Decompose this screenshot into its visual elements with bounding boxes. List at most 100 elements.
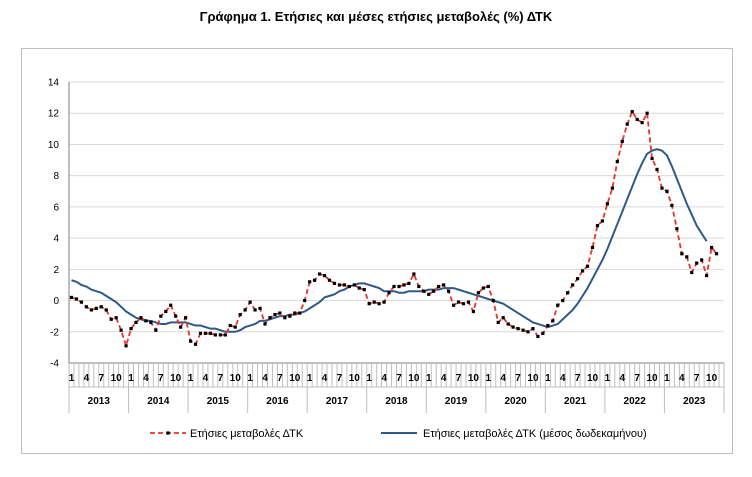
data-point-annual [610, 186, 614, 190]
data-point-annual [387, 291, 391, 295]
x-tick-label: 4 [619, 373, 625, 384]
chart-title: Γράφημα 1. Ετήσιες και μέσες ετήσιες μετ… [199, 9, 553, 24]
data-point-annual [298, 311, 302, 315]
data-point-annual [585, 264, 590, 268]
data-point-annual [670, 203, 674, 207]
year-label: 2013 [88, 396, 111, 407]
year-label: 2017 [326, 396, 349, 407]
data-point-annual [124, 344, 128, 348]
data-point-annual [397, 284, 401, 289]
data-point-annual [347, 284, 351, 289]
y-tick-label: -4 [50, 359, 59, 370]
data-point-annual [69, 295, 74, 300]
data-point-annual [407, 281, 411, 285]
x-tick-label: 4 [679, 373, 685, 384]
data-point-annual [526, 330, 530, 334]
x-tick-label: 4 [441, 373, 447, 384]
data-point-annual [377, 302, 381, 306]
x-tick-label: 4 [381, 373, 387, 384]
data-point-annual [233, 325, 237, 329]
year-label: 2020 [504, 396, 527, 407]
data-point-annual [99, 305, 103, 309]
data-point-annual [705, 273, 709, 278]
data-point-annual [253, 308, 257, 312]
x-tick-label: 10 [706, 373, 718, 384]
year-label: 2021 [564, 396, 587, 407]
data-point-annual [655, 167, 659, 172]
data-point-annual [243, 308, 247, 312]
year-label: 2022 [624, 396, 647, 407]
y-tick-label: 12 [48, 109, 60, 120]
x-tick-label: 10 [289, 373, 301, 384]
data-point-annual [372, 300, 376, 304]
year-label: 2014 [147, 396, 170, 407]
data-point-annual [179, 325, 183, 329]
chart-frame [21, 48, 733, 454]
x-tick-label: 1 [307, 373, 313, 384]
x-tick-label: 1 [366, 373, 372, 384]
data-point-annual [283, 316, 287, 320]
data-point-annual [506, 322, 510, 326]
x-tick-label: 10 [646, 373, 658, 384]
data-point-annual [451, 303, 456, 307]
x-tick-label: 1 [69, 373, 75, 384]
year-label: 2018 [385, 396, 408, 407]
data-point-annual [322, 273, 327, 278]
data-point-annual [680, 252, 684, 256]
data-point-annual [327, 278, 332, 282]
series-line-annual [71, 109, 718, 349]
year-label: 2015 [207, 396, 230, 407]
data-point-annual [511, 325, 515, 329]
data-point-annual [367, 302, 371, 306]
y-tick-label: 10 [48, 140, 60, 151]
data-point-annual [184, 316, 188, 320]
y-tick-label: 0 [53, 296, 59, 307]
data-point-annual [203, 331, 208, 335]
data-point-annual [198, 331, 203, 335]
data-point-annual [417, 284, 421, 289]
x-tick-label: 1 [426, 373, 432, 384]
x-tick-label: 10 [170, 373, 182, 384]
data-point-annual [456, 300, 461, 304]
data-point-annual [501, 316, 505, 320]
data-point-annual [278, 311, 282, 315]
year-label: 2023 [683, 396, 706, 407]
data-point-annual [412, 272, 416, 276]
x-tick-label: 7 [218, 373, 224, 384]
data-point-annual [466, 300, 471, 304]
x-tick-label: 1 [605, 373, 611, 384]
data-point-annual [645, 111, 649, 115]
data-point-annual [709, 245, 714, 250]
x-tick-label: 1 [247, 373, 253, 384]
data-point-annual [600, 219, 605, 223]
data-point-annual [640, 120, 644, 125]
x-tick-label: 7 [277, 373, 283, 384]
legend-label-average: Ετήσιες μεταβολές ΔΤΚ (μέσος δωδεκαμήνου… [423, 428, 647, 440]
x-tick-label: 4 [322, 373, 328, 384]
data-point-annual [109, 317, 113, 321]
data-point-annual [164, 309, 168, 314]
data-point-annual [576, 277, 580, 281]
x-tick-label: 4 [500, 373, 506, 384]
data-point-annual [188, 339, 193, 343]
data-point-annual [79, 300, 84, 304]
data-point-annual [74, 297, 79, 301]
data-point-annual [432, 289, 436, 293]
data-point-annual [268, 316, 272, 320]
data-point-annual [625, 122, 629, 126]
data-point-annual [580, 269, 585, 273]
data-point-annual [605, 202, 609, 206]
data-point-annual [392, 284, 396, 289]
data-point-annual [114, 316, 118, 320]
data-point-annual [258, 306, 262, 310]
x-tick-label: 1 [128, 373, 134, 384]
data-point-annual [94, 306, 98, 310]
data-point-annual [218, 333, 222, 337]
data-point-annual [223, 333, 227, 337]
data-point-annual [89, 308, 93, 312]
data-point-annual [288, 314, 292, 318]
data-point-annual [620, 139, 624, 143]
x-tick-label: 7 [456, 373, 462, 384]
data-point-annual [442, 283, 446, 287]
